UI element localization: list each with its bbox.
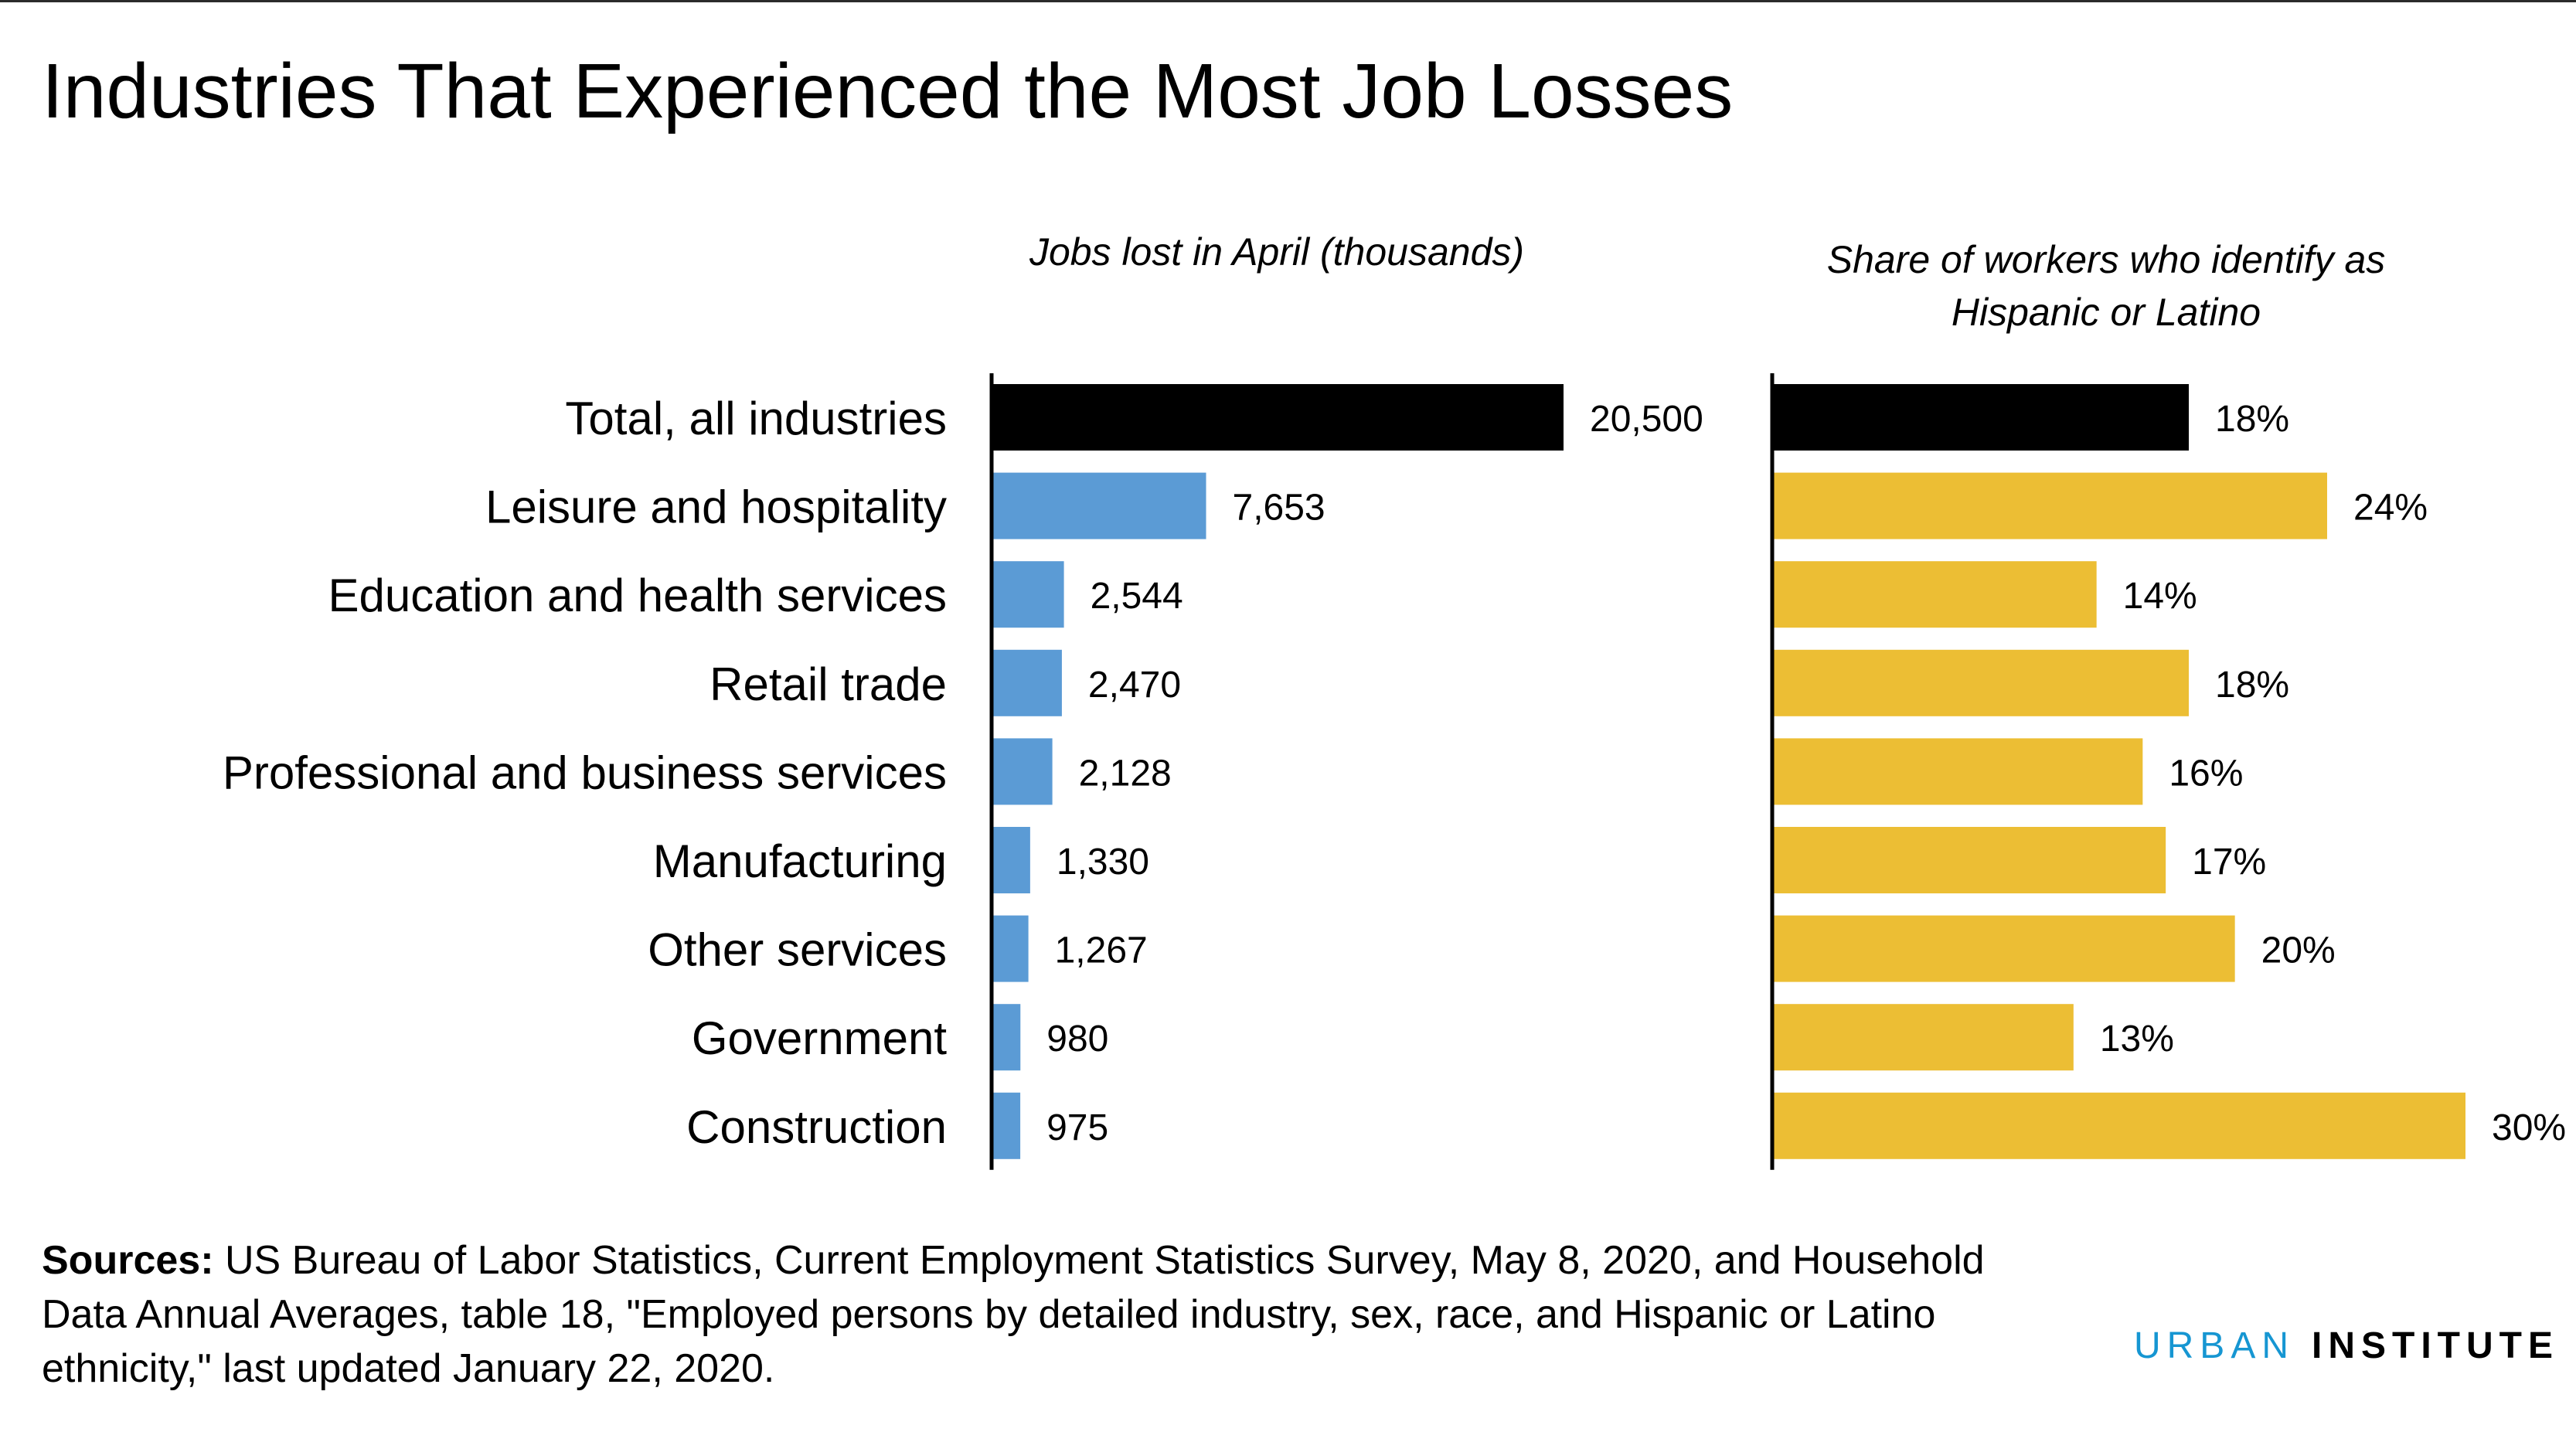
category-label-4: Professional and business services [223, 747, 947, 798]
category-label-6: Other services [648, 924, 947, 976]
category-label-0: Total, all industries [565, 393, 947, 444]
share-value-label-2: 14% [2123, 576, 2197, 617]
jobs-value-label-2: 2,544 [1091, 576, 1183, 617]
share-bar-5 [1774, 827, 2166, 893]
share-bar-8 [1774, 1092, 2465, 1159]
category-label-1: Leisure and hospitality [485, 481, 947, 533]
urban-institute-logo: URBAN INSTITUTE [2134, 1323, 2559, 1369]
share-value-label-0: 18% [2215, 399, 2289, 440]
category-label-2: Education and health services [328, 570, 947, 621]
jobs-value-label-4: 2,128 [1079, 753, 1172, 794]
share-value-label-3: 18% [2215, 665, 2289, 706]
jobs-bar-5 [993, 827, 1030, 893]
jobs-value-label-7: 980 [1046, 1019, 1108, 1060]
share-bar-4 [1774, 738, 2143, 805]
jobs-bar-4 [993, 738, 1053, 805]
share-value-label-4: 16% [2169, 753, 2243, 794]
category-label-3: Retail trade [710, 658, 947, 710]
jobs-value-label-5: 1,330 [1057, 842, 1149, 883]
share-value-label-6: 20% [2261, 930, 2336, 971]
share-bar-3 [1774, 649, 2189, 716]
category-label-7: Government [692, 1012, 947, 1064]
logo-institute: INSTITUTE [2312, 1325, 2559, 1366]
jobs-bar-7 [993, 1004, 1021, 1071]
jobs-bar-2 [993, 561, 1064, 628]
category-label-5: Manufacturing [653, 835, 947, 887]
top-rule [0, 0, 2576, 2]
share-value-label-7: 13% [2100, 1019, 2174, 1060]
share-value-label-8: 30% [2492, 1107, 2566, 1148]
jobs-value-label-8: 975 [1046, 1107, 1108, 1148]
jobs-bar-8 [993, 1092, 1021, 1159]
jobs-bar-1 [993, 472, 1206, 539]
logo-urban: URBAN [2133, 1325, 2295, 1366]
share-value-label-1: 24% [2353, 488, 2428, 529]
jobs-bar-0 [993, 384, 1564, 451]
sources-label: Sources: [42, 1238, 214, 1283]
jobs-bar-3 [993, 649, 1062, 716]
share-value-label-5: 17% [2192, 842, 2266, 883]
category-label-8: Construction [686, 1101, 947, 1153]
sources-text: US Bureau of Labor Statistics, Current E… [42, 1238, 1985, 1391]
jobs-value-label-6: 1,267 [1055, 930, 1148, 971]
share-bar-6 [1774, 915, 2235, 982]
share-bar-7 [1774, 1004, 2074, 1071]
panel-title-hispanic-share: Share of workers who identify as Hispani… [1826, 238, 2386, 334]
jobs-bar-6 [993, 915, 1029, 982]
share-bar-2 [1774, 561, 2097, 628]
share-bar-0 [1774, 384, 2189, 451]
chart-area: 20,500 Total, all industries 7,653 Leisure … [223, 373, 2566, 1170]
sources-note: Sources: US Bureau of Labor Statistics, … [42, 1233, 2013, 1396]
jobs-value-label-3: 2,470 [1088, 665, 1181, 706]
jobs-value-label-0: 20,500 [1590, 399, 1703, 440]
panel-title-jobs-lost: Jobs lost in April (thousands) [1029, 230, 1525, 274]
share-bar-1 [1774, 472, 2327, 539]
page-title: Industries That Experienced the Most Job… [42, 48, 1734, 134]
jobs-value-label-1: 7,653 [1233, 488, 1325, 529]
